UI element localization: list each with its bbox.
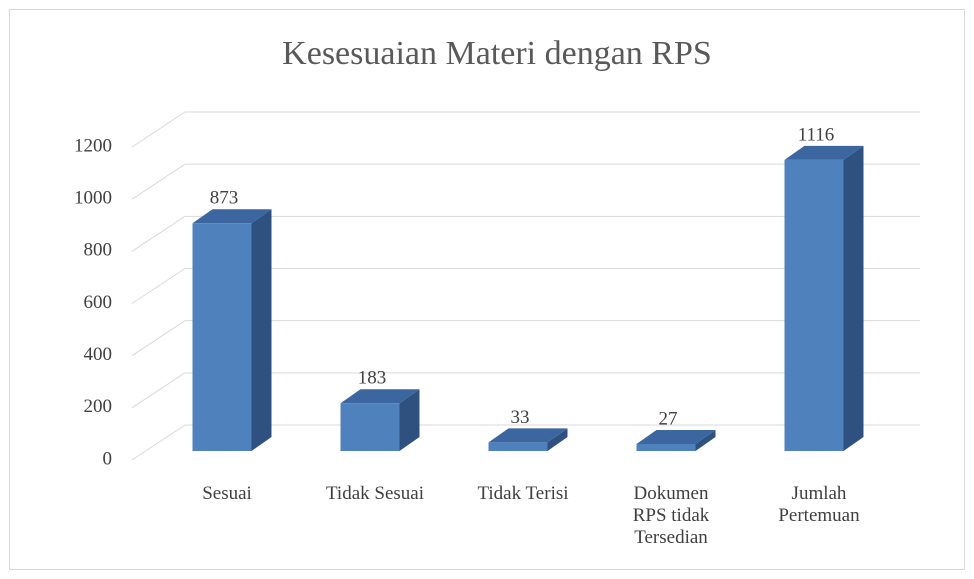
x-tick-label: Tidak Sesuai	[325, 483, 424, 504]
bar	[784, 159, 844, 451]
bar	[488, 442, 548, 451]
bar	[192, 223, 252, 451]
grid-line	[131, 163, 186, 200]
bar-top	[192, 209, 272, 224]
chart-title: Kesesuaian Materi dengan RPS	[282, 35, 712, 72]
grid-line	[131, 111, 186, 148]
data-label: 1116	[798, 124, 835, 145]
data-label: 27	[659, 408, 678, 429]
y-tick-label: 800	[84, 240, 113, 261]
bar-top	[488, 428, 568, 443]
bar-top	[636, 429, 716, 444]
bar-top	[784, 145, 864, 160]
grid-line	[131, 372, 186, 409]
grid-line	[131, 320, 186, 357]
grid-line	[131, 424, 186, 461]
y-tick-label: 1200	[74, 135, 112, 156]
bar-side	[843, 145, 864, 451]
data-label: 183	[358, 368, 387, 389]
y-tick-label: 1000	[74, 188, 112, 209]
grid-line	[131, 268, 186, 304]
x-tick-label: Dokumen RPS tidak Tersedian	[632, 483, 710, 548]
data-label: 873	[210, 188, 239, 209]
x-tick-label: Jumlah Pertemuan	[778, 483, 860, 526]
bar-side	[547, 428, 568, 451]
y-tick-label: 200	[84, 396, 113, 417]
bar-side	[695, 429, 716, 451]
grid-line	[131, 215, 186, 252]
x-tick-label: Tidak Terisi	[477, 483, 569, 504]
bar-top	[340, 389, 420, 404]
bar-side	[399, 389, 420, 451]
x-tick-label: Sesuai	[202, 483, 252, 504]
y-tick-label: 0	[103, 448, 113, 469]
bar-side	[251, 209, 272, 451]
bar	[340, 403, 400, 451]
data-label: 33	[511, 407, 530, 428]
y-tick-label: 400	[84, 344, 113, 365]
y-tick-label: 600	[84, 292, 113, 313]
bar	[636, 443, 696, 451]
